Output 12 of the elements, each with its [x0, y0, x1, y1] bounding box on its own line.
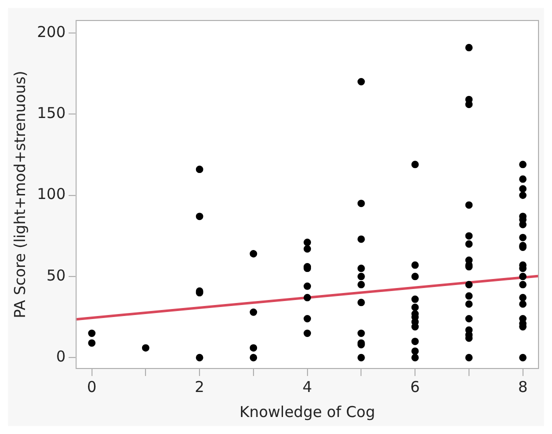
x-tick-label: 4: [302, 378, 312, 396]
x-tick-label: 0: [87, 378, 97, 396]
y-tick-label: 0: [56, 348, 66, 366]
x-tick-label: 6: [410, 378, 420, 396]
x-axis-title: Knowledge of Cog: [240, 402, 376, 421]
y-tick-label: 200: [36, 22, 66, 41]
y-tick-label: 50: [46, 266, 66, 284]
x-tick-label: 2: [194, 378, 204, 396]
y-tick-label: 100: [36, 185, 66, 204]
y-tick-label: 150: [36, 104, 66, 122]
x-tick-label: 8: [518, 378, 528, 396]
y-axis-title: PA Score (light+mod+strenuous): [10, 70, 29, 318]
